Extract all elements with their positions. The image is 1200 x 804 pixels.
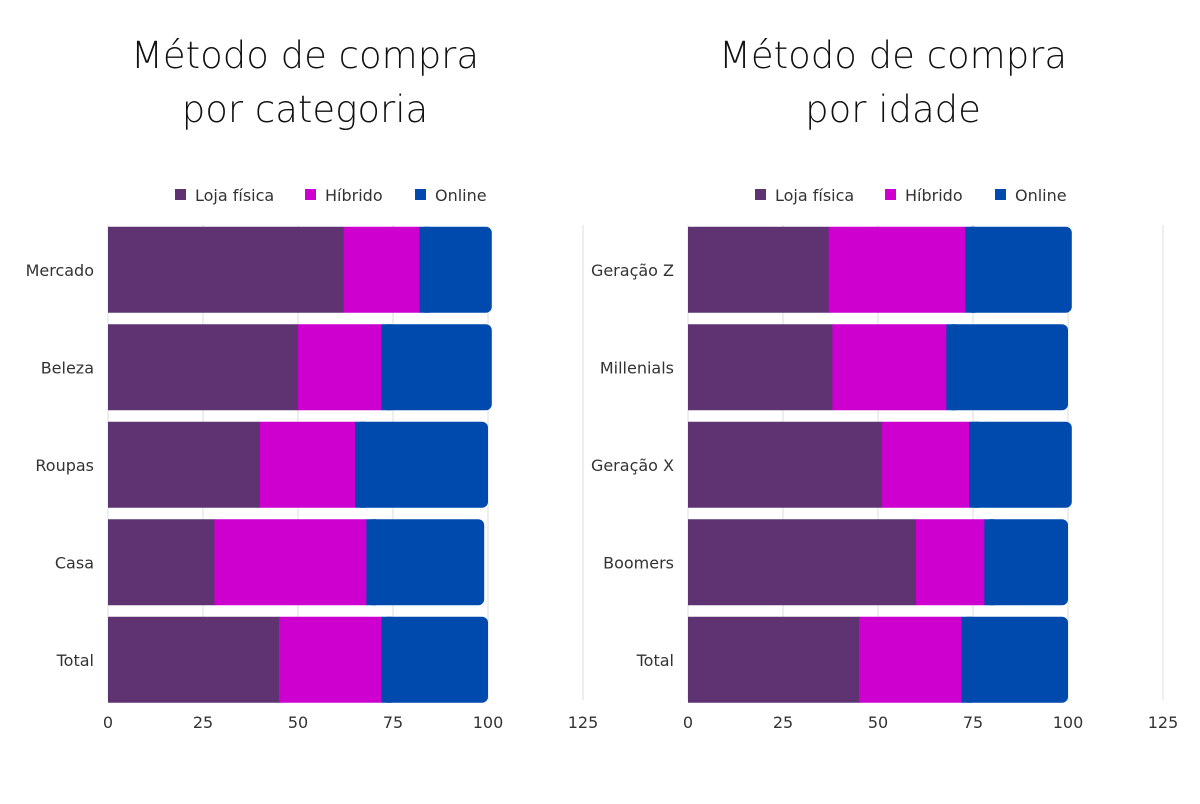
bar-segment-Loja física bbox=[688, 616, 860, 703]
bar-segment-Híbrido bbox=[881, 421, 970, 508]
bar-segment-Loja física bbox=[108, 519, 215, 606]
legend-swatch bbox=[175, 189, 186, 200]
bar-segment-fill bbox=[984, 519, 995, 606]
legend-label: Online bbox=[1015, 186, 1067, 205]
bar-segment-fill bbox=[965, 226, 976, 313]
category-label: Geração Z bbox=[591, 261, 674, 280]
bar-segment-Loja física bbox=[108, 421, 261, 508]
bar-segment-fill bbox=[961, 616, 972, 703]
bar-segment-Loja física bbox=[688, 519, 917, 606]
legend-swatch bbox=[885, 189, 896, 200]
bar-segment-Online bbox=[381, 324, 492, 411]
category-label: Boomers bbox=[603, 553, 674, 572]
category-label: Casa bbox=[55, 553, 94, 572]
x-tick-label: 125 bbox=[1148, 713, 1179, 732]
bar-segment-fill bbox=[355, 421, 365, 508]
x-tick-label: 0 bbox=[103, 713, 113, 732]
category-label: Total bbox=[56, 651, 94, 670]
x-tick-label: 75 bbox=[383, 713, 403, 732]
legend-swatch bbox=[415, 189, 426, 200]
bar-segment-Online bbox=[961, 616, 1068, 703]
bar-segment-Loja física bbox=[108, 226, 345, 313]
bar-segment-fill bbox=[946, 324, 957, 411]
bar-segment-Loja física bbox=[688, 324, 833, 411]
category-label: Roupas bbox=[35, 456, 94, 475]
chart-1: Método de compra por categoria Loja física… bbox=[26, 34, 599, 732]
category-label: Geração X bbox=[591, 456, 674, 475]
bar-segment-Loja física bbox=[688, 226, 830, 313]
bar-segment-Online bbox=[984, 519, 1068, 606]
bar-segment-Híbrido bbox=[916, 519, 985, 606]
bar-segment-Loja física bbox=[108, 616, 280, 703]
legend-label: Loja física bbox=[195, 186, 274, 205]
bar-segment-Híbrido bbox=[298, 324, 383, 411]
bar-segment-Online bbox=[381, 616, 488, 703]
category-label: Total bbox=[636, 651, 674, 670]
chart-title-line: Método de compra bbox=[131, 34, 479, 77]
x-tick-label: 0 bbox=[683, 713, 693, 732]
legend-swatch bbox=[305, 189, 316, 200]
legend-label: Loja física bbox=[775, 186, 854, 205]
legend-label: Híbrido bbox=[905, 186, 963, 205]
legend-label: Híbrido bbox=[325, 186, 383, 205]
bar-segment-Híbrido bbox=[260, 421, 356, 508]
x-tick-label: 100 bbox=[1053, 713, 1084, 732]
bar-segment-Online bbox=[366, 519, 485, 606]
chart-title-line: Método de compra bbox=[719, 34, 1067, 77]
chart-title-line: por categoria bbox=[182, 88, 428, 131]
bar-segment-fill bbox=[969, 421, 980, 508]
bar-segment-Híbrido bbox=[859, 616, 963, 703]
legend-swatch bbox=[755, 189, 766, 200]
x-tick-label: 50 bbox=[288, 713, 308, 732]
bar-segment-Online bbox=[355, 421, 488, 508]
bar-segment-Online bbox=[969, 421, 1072, 508]
bar-segment-fill bbox=[381, 616, 392, 703]
category-label: Beleza bbox=[41, 358, 94, 377]
bar-segment-Loja física bbox=[688, 421, 883, 508]
x-tick-label: 25 bbox=[773, 713, 793, 732]
bar-segment-Híbrido bbox=[832, 324, 947, 411]
x-tick-label: 125 bbox=[568, 713, 599, 732]
bar-segment-Online bbox=[946, 324, 1068, 411]
x-tick-label: 100 bbox=[473, 713, 504, 732]
category-label: Mercado bbox=[26, 261, 94, 280]
x-tick-label: 75 bbox=[963, 713, 983, 732]
bar-segment-Híbrido bbox=[828, 226, 966, 313]
x-tick-label: 25 bbox=[193, 713, 213, 732]
bar-segment-fill bbox=[366, 519, 377, 606]
x-tick-label: 50 bbox=[868, 713, 888, 732]
bar-segment-Híbrido bbox=[279, 616, 383, 703]
bar-segment-fill bbox=[419, 226, 430, 313]
legend-swatch bbox=[995, 189, 1006, 200]
bar-segment-Loja física bbox=[108, 324, 299, 411]
chart-2: Método de compra por idade Loja física Híbr… bbox=[591, 34, 1178, 732]
bar-segment-Online bbox=[965, 226, 1072, 313]
bar-segment-Online bbox=[419, 226, 492, 313]
bar-segment-Híbrido bbox=[343, 226, 421, 313]
category-label: Millenials bbox=[600, 358, 674, 377]
bar-segment-Híbrido bbox=[214, 519, 367, 606]
chart-title-line: por idade bbox=[805, 88, 981, 131]
legend-label: Online bbox=[435, 186, 487, 205]
bar-segment-fill bbox=[381, 324, 392, 411]
